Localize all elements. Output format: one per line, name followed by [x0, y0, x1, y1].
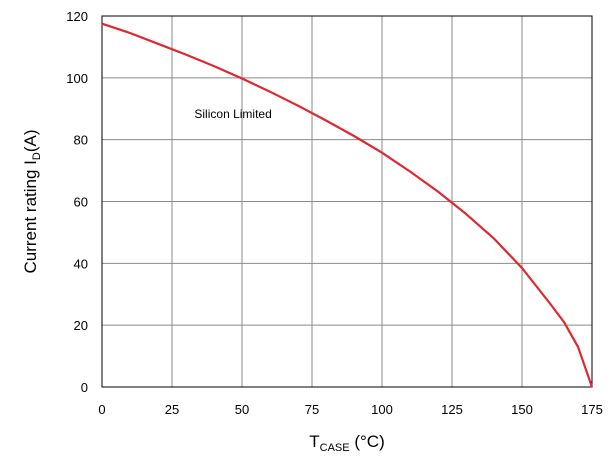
x-tick-label: 75 — [305, 402, 319, 417]
x-tick-labels: 0 25 50 75 100 125 150 175 — [98, 402, 602, 417]
x-tick-label: 0 — [98, 402, 105, 417]
y-tick-label: 40 — [74, 256, 88, 271]
y-tick-label: 0 — [81, 380, 88, 395]
y-tick-label: 60 — [74, 195, 88, 210]
x-axis-title-unit: (°C) — [350, 432, 385, 451]
x-axis-title-sub: CASE — [320, 442, 350, 454]
x-axis-title: TCASE (°C) — [309, 432, 384, 454]
x-axis-title-main: T — [309, 432, 319, 451]
y-axis-title-main: Current rating I — [21, 160, 40, 273]
series-line — [101, 22, 594, 388]
x-tick-label: 100 — [371, 402, 393, 417]
y-tick-label: 80 — [74, 133, 88, 148]
annotation-label: Silicon Limited — [194, 107, 271, 121]
series-group — [101, 22, 594, 388]
x-tick-label: 125 — [441, 402, 463, 417]
x-tick-label: 25 — [165, 402, 179, 417]
grid — [101, 15, 593, 388]
y-axis-title: Current rating ID(A) — [21, 129, 43, 273]
y-axis-title-unit: (A) — [21, 129, 40, 152]
x-tick-label: 50 — [235, 402, 249, 417]
y-tick-label: 120 — [66, 9, 88, 24]
x-tick-label: 175 — [581, 402, 603, 417]
y-tick-label: 20 — [74, 318, 88, 333]
plot-frame — [101, 15, 593, 388]
y-axis-title-sub: D — [31, 152, 43, 160]
y-tick-label: 100 — [66, 71, 88, 86]
y-tick-labels: 0 20 40 60 80 100 120 — [66, 9, 88, 395]
annotations: Silicon Limited — [194, 107, 271, 121]
x-tick-label: 150 — [511, 402, 533, 417]
